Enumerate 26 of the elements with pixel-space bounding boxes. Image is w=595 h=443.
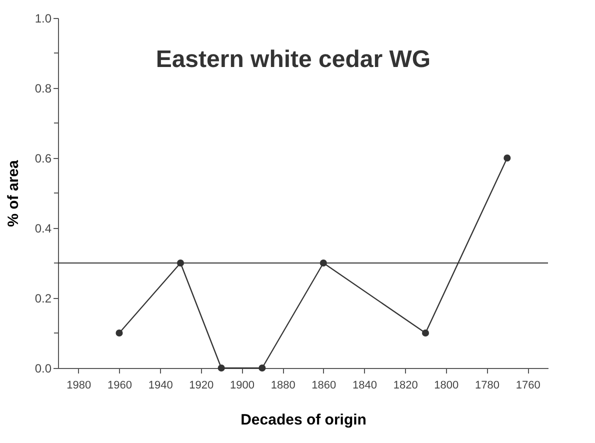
x-tick-label: 1920: [189, 380, 214, 392]
x-tick-label: 1760: [516, 380, 540, 392]
point: [258, 364, 266, 372]
y-tick-label: 0.0: [34, 362, 52, 376]
y-tick-label: 0.6: [34, 152, 52, 166]
x-tick-label: 1780: [475, 380, 500, 392]
y-tick-label: 1.0: [34, 12, 52, 26]
point: [218, 364, 225, 372]
x-tick-label: 1840: [352, 380, 377, 392]
point: [504, 154, 511, 162]
y-axis-title: % of area: [4, 160, 22, 227]
x-tick-label: 1900: [230, 380, 254, 392]
y-tick-label: 0.4: [34, 222, 52, 236]
point: [422, 329, 430, 337]
y-tick-label: 0.8: [34, 82, 52, 96]
x-tick-label: 1940: [148, 380, 173, 392]
x-tick-label: 1960: [108, 380, 132, 392]
y-tick-label: 0.2: [34, 292, 52, 306]
x-axis-title: Decades of origin: [240, 412, 366, 428]
text: Eastern white cedar WG: [156, 46, 431, 73]
x-tick-label: 1860: [312, 380, 336, 392]
x-tick-label: 1880: [270, 380, 296, 392]
point: [116, 329, 123, 337]
x-tick-label: 1820: [393, 380, 418, 392]
x-tick-label: 1800: [434, 380, 459, 392]
x-tick-label: 1980: [66, 380, 92, 392]
